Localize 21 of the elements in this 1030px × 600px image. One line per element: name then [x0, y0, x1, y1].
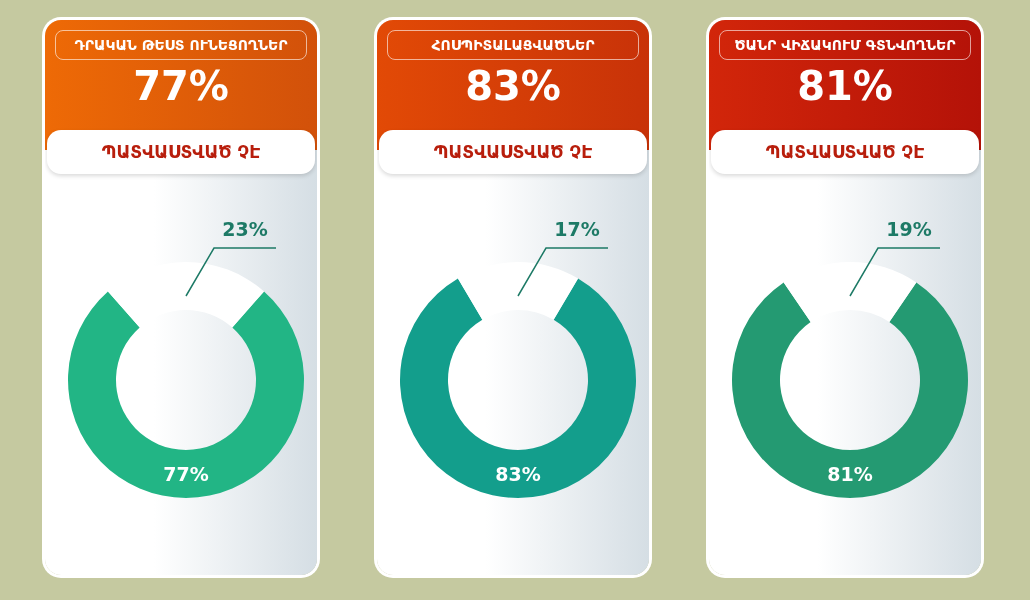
data-label: 23%: [222, 218, 268, 240]
chart-subtitle: ՊԱՏՎԱՍՏՎԱԾ ՉԷ: [47, 130, 315, 174]
donut-slice: [457, 262, 579, 320]
chart-title: ԾԱՆՐ ՎԻՃԱԿՈՒՄ ԳՏՆՎՈՂՆԵՐ: [719, 30, 971, 60]
donut-slice: [107, 262, 265, 328]
data-label: 81%: [827, 463, 873, 485]
chart-subtitle: ՊԱՏՎԱՍՏՎԱԾ ՉԷ: [379, 130, 647, 174]
chart-subtitle: ՊԱՏՎԱՍՏՎԱԾ ՉԷ: [711, 130, 979, 174]
donut-slice: [68, 291, 304, 498]
data-label: 17%: [554, 218, 600, 240]
text: 77%: [132, 62, 230, 111]
data-label: 83%: [495, 463, 541, 485]
donut-slice: [783, 262, 917, 323]
data-label: 77%: [163, 463, 209, 485]
chart-title: ԴՐԱԿԱՆ ԹԵՍՏ ՈՒՆԵՑՈՂՆԵՐ: [55, 30, 307, 60]
chart-title: ՀՈՍՊԻՏԱԼԱՑՎԱԾՆԵՐ: [387, 30, 639, 60]
text: 83%: [464, 62, 562, 111]
text: 81%: [796, 62, 894, 111]
data-label: 19%: [886, 218, 932, 240]
donut-slice: [400, 278, 636, 498]
donut-slice: [732, 282, 968, 498]
